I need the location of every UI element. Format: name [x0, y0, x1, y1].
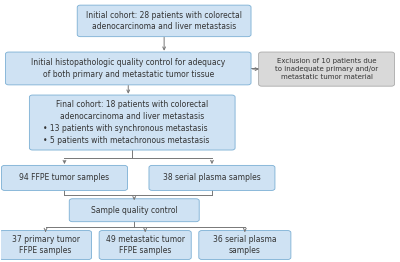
Text: Final cohort: 18 patients with colorectal: Final cohort: 18 patients with colorecta…: [56, 100, 208, 109]
Text: • 13 patients with synchronous metastasis: • 13 patients with synchronous metastasi…: [42, 124, 207, 133]
Text: adenocarcinoma and liver metastasis: adenocarcinoma and liver metastasis: [60, 112, 204, 121]
Text: 94 FFPE tumor samples: 94 FFPE tumor samples: [20, 173, 110, 182]
FancyBboxPatch shape: [29, 95, 235, 150]
FancyBboxPatch shape: [77, 5, 251, 37]
FancyBboxPatch shape: [0, 231, 92, 259]
FancyBboxPatch shape: [258, 52, 394, 86]
Text: 49 metastatic tumor
FFPE samples: 49 metastatic tumor FFPE samples: [106, 235, 185, 255]
FancyBboxPatch shape: [99, 231, 191, 259]
FancyBboxPatch shape: [149, 165, 275, 190]
FancyBboxPatch shape: [69, 199, 199, 222]
FancyBboxPatch shape: [199, 231, 291, 259]
Text: 36 serial plasma
samples: 36 serial plasma samples: [213, 235, 277, 255]
FancyBboxPatch shape: [6, 52, 251, 85]
Text: Exclusion of 10 patients due
to inadequate primary and/or
metastatic tumor mater: Exclusion of 10 patients due to inadequa…: [275, 58, 378, 80]
Text: Initial cohort: 28 patients with colorectal
adenocarcinoma and liver metastasis: Initial cohort: 28 patients with colorec…: [86, 11, 242, 31]
Text: Sample quality control: Sample quality control: [91, 206, 178, 215]
Text: Initial histopathologic quality control for adequacy
of both primary and metasta: Initial histopathologic quality control …: [31, 58, 225, 79]
Text: 38 serial plasma samples: 38 serial plasma samples: [163, 173, 261, 182]
Text: 37 primary tumor
FFPE samples: 37 primary tumor FFPE samples: [12, 235, 80, 255]
Text: • 5 patients with metachronous metastasis: • 5 patients with metachronous metastasi…: [42, 136, 209, 145]
FancyBboxPatch shape: [2, 165, 128, 190]
